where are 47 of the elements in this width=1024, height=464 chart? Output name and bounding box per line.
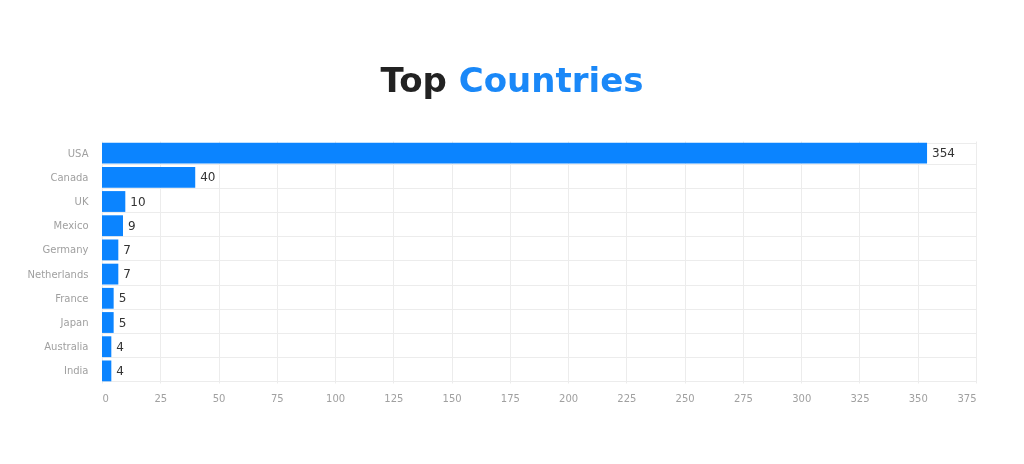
x-tick-label: 25 (154, 392, 168, 404)
x-tick-label: 350 (908, 392, 928, 404)
data-label: 354 (932, 146, 955, 161)
x-tick-label: 250 (675, 392, 695, 404)
x-tick-label: 225 (617, 392, 637, 404)
x-tick-label: 100 (326, 392, 346, 404)
data-label: 7 (123, 242, 131, 257)
x-tick-label: 50 (212, 392, 226, 404)
bar (102, 263, 119, 285)
data-label: 5 (118, 291, 127, 306)
data-label: 5 (118, 315, 127, 330)
x-tick-label: 325 (850, 392, 870, 404)
y-tick-label: Canada (50, 171, 89, 183)
y-tick-label: Japan (59, 317, 89, 328)
y-tick-label: Mexico (53, 220, 89, 232)
x-tick-label: 275 (733, 392, 753, 404)
data-label: 7 (123, 267, 131, 282)
data-label: 10 (130, 194, 146, 209)
y-tick-label: India (63, 365, 89, 377)
y-tick-label: Australia (44, 341, 89, 353)
bar (102, 312, 114, 333)
bar (102, 142, 928, 164)
x-tick-label: 125 (384, 392, 404, 404)
bar (102, 336, 112, 358)
x-tick-label: 300 (792, 392, 812, 404)
x-tick-label: 375 (957, 392, 977, 404)
x-tick-label: 0 (102, 392, 109, 404)
x-tick-label: 150 (442, 392, 462, 404)
x-tick-label: 75 (270, 392, 284, 404)
y-tick-label: UK (74, 196, 89, 207)
y-tick-label: France (55, 292, 89, 304)
y-tick-label: Germany (42, 244, 89, 256)
bar (102, 360, 112, 382)
data-label: 4 (116, 363, 124, 378)
x-tick-label: 200 (559, 392, 579, 404)
y-tick-label: Netherlands (27, 268, 89, 280)
bar (102, 239, 119, 261)
bar (102, 191, 126, 212)
chart-title: Top Countries (379, 59, 645, 102)
x-tick-label: 175 (500, 392, 520, 404)
bar (102, 215, 123, 237)
data-label: 40 (200, 170, 216, 185)
bar (102, 166, 196, 188)
data-label: 9 (127, 218, 136, 233)
data-label: 4 (116, 339, 124, 354)
bar (102, 287, 114, 309)
y-tick-label: USA (67, 147, 89, 159)
